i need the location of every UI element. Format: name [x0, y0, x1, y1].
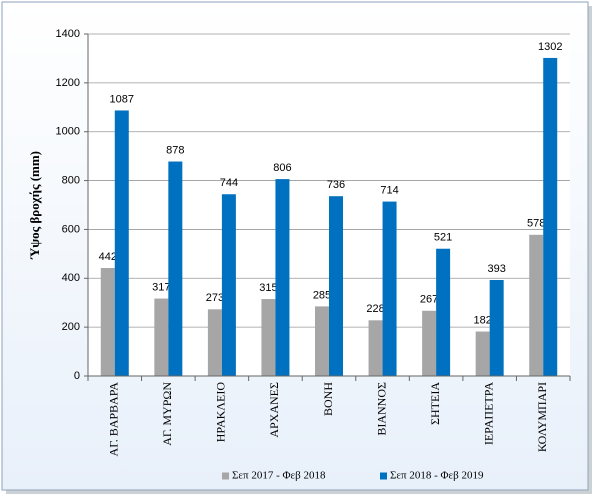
y-tick-label: 400: [62, 272, 80, 284]
data-label: 228: [366, 303, 384, 315]
legend-label: Σεπ 2017 - Φεβ 2018: [232, 470, 326, 482]
data-label: 714: [380, 184, 398, 196]
data-label: 521: [434, 232, 452, 244]
bar: [436, 248, 451, 376]
data-label: 182: [473, 314, 491, 326]
legend-swatch: [222, 472, 229, 480]
y-tick-label: 1000: [56, 126, 80, 138]
x-tick-label: ΣΗΤΕΙΑ: [428, 382, 442, 425]
bar: [382, 201, 397, 376]
bar: [275, 179, 290, 376]
data-label: 878: [166, 144, 184, 156]
data-label: 285: [313, 289, 331, 301]
x-tick-label: ΚΟΛΥΜΠΑΡΙ: [535, 382, 549, 452]
y-tick-label: 0: [74, 370, 80, 382]
data-label: 806: [273, 162, 291, 174]
bar: [100, 268, 115, 376]
bar: [315, 306, 329, 376]
data-label: 317: [152, 281, 170, 293]
x-tick-label: ΑΡΧΑΝΕΣ: [267, 382, 281, 438]
bar: [261, 299, 276, 376]
y-tick-label: 800: [62, 174, 80, 186]
bar: [543, 57, 558, 376]
x-tick-label: ΗΡΑΚΛΕΙΟ: [214, 382, 228, 443]
y-tick-label: 1200: [56, 77, 80, 89]
bar: [475, 331, 490, 376]
x-tick-label: ΒΙΑΝΝΟΣ: [374, 382, 388, 436]
y-tick-label: 1400: [56, 28, 80, 40]
x-tick-label: ΒΟΝΗ: [321, 382, 335, 416]
x-tick-label: ΙΕΡΑΠΕΤΡΑ: [481, 382, 495, 445]
data-label: 273: [206, 292, 224, 304]
bar: [529, 234, 544, 376]
bar: [168, 161, 183, 376]
bar: [207, 309, 222, 376]
data-label: 578: [527, 218, 545, 230]
data-label: 393: [487, 263, 505, 275]
data-label: 1302: [538, 41, 562, 53]
bar: [489, 279, 504, 376]
data-label: 315: [259, 282, 277, 294]
data-label: 736: [327, 179, 345, 191]
data-label: 267: [420, 294, 438, 306]
bar: [422, 310, 437, 376]
bar: [114, 110, 129, 376]
y-tick-label: 200: [62, 321, 80, 333]
bar: [329, 196, 343, 376]
y-tick-label: 600: [62, 223, 80, 235]
legend-swatch: [380, 472, 387, 480]
y-axis-title: Ύψος βροχής (mm): [27, 151, 42, 260]
data-label: 1087: [110, 93, 134, 105]
x-tick-label: ΑΓ. ΒΑΡΒΑΡΑ: [107, 382, 121, 457]
data-label: 442: [99, 251, 117, 263]
x-tick-label: ΑΓ. ΜΥΡΩΝ: [160, 382, 174, 446]
bar: [154, 298, 169, 376]
bar: [221, 194, 236, 376]
data-label: 744: [220, 177, 238, 189]
bar: [368, 320, 383, 376]
legend-label: Σεπ 2018 - Φεβ 2019: [390, 470, 484, 482]
